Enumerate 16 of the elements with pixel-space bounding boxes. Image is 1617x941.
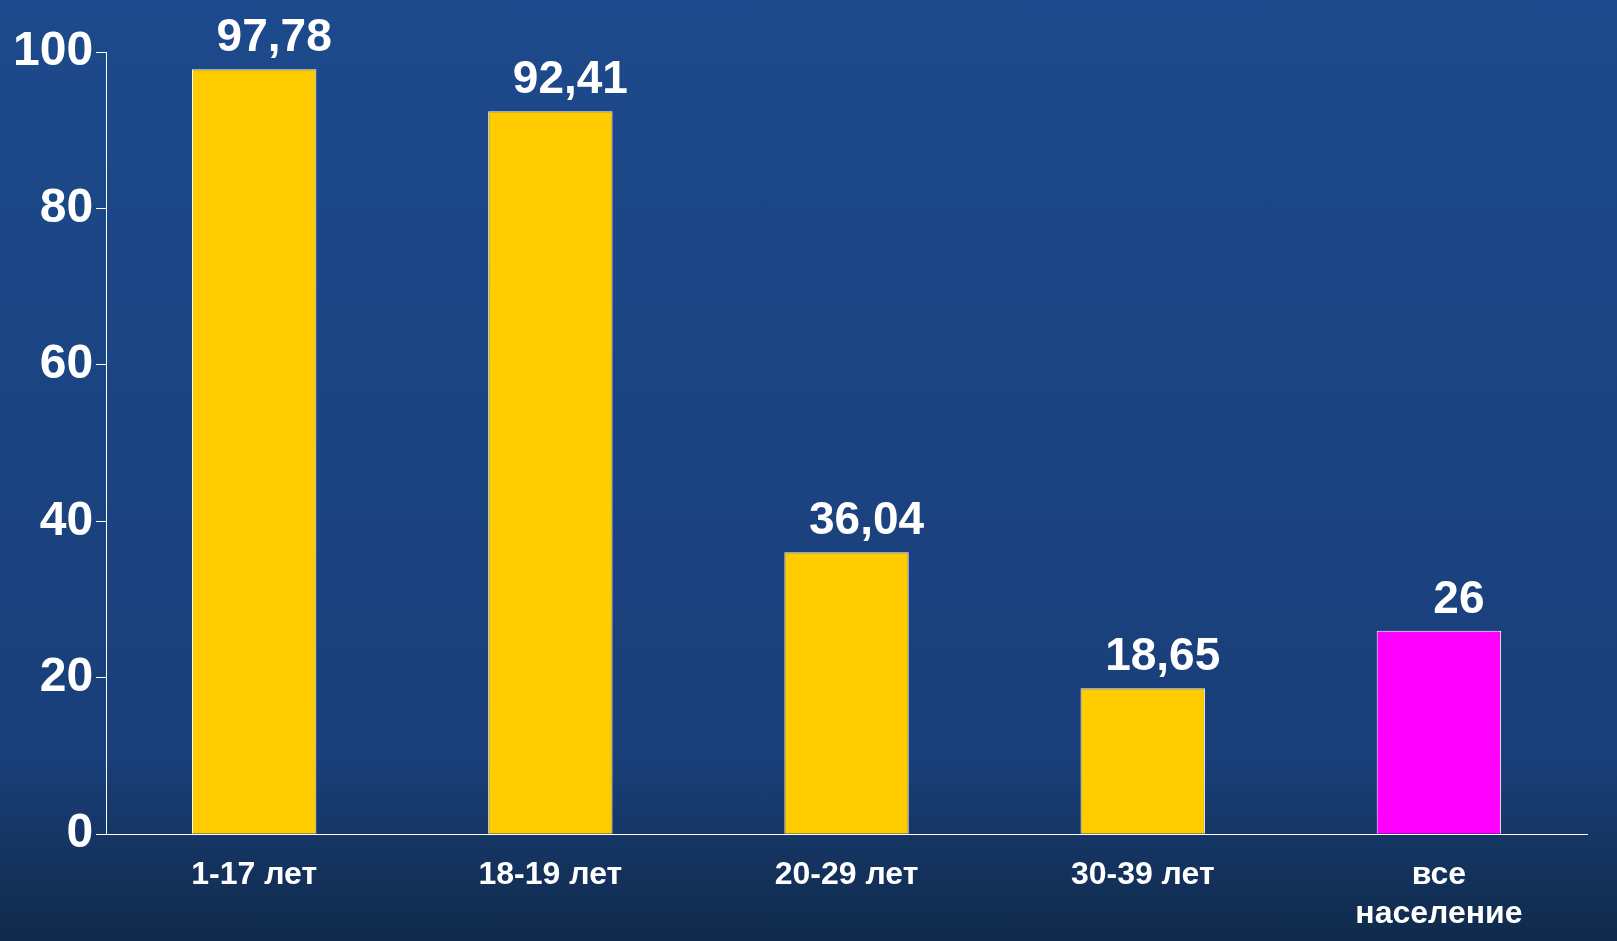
data-label: 26: [1433, 570, 1485, 623]
data-label: 97,78: [216, 9, 332, 62]
y-tick-label: 0: [66, 804, 94, 858]
x-tick-label: 18-19 лет: [478, 855, 623, 892]
x-tick-label: 1-17 лет: [191, 855, 318, 892]
x-tick-label: 20-29 лет: [774, 855, 919, 892]
data-label: 18,65: [1105, 628, 1221, 681]
y-tick-label: 100: [12, 22, 94, 76]
y-tick-label: 60: [39, 335, 94, 389]
data-label: 92,41: [512, 51, 628, 104]
x-tick-label: все население: [1355, 855, 1523, 930]
y-tick-label: 20: [39, 647, 94, 701]
x-tick-label: 30-39 лет: [1070, 855, 1215, 892]
data-label: 36,04: [808, 491, 925, 544]
y-tick-label: 80: [39, 178, 94, 232]
y-tick-label: 40: [39, 491, 94, 545]
